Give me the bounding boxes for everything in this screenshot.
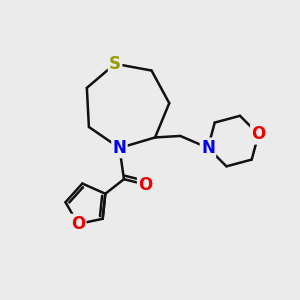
Text: N: N: [201, 139, 215, 157]
Text: S: S: [109, 55, 121, 73]
Text: N: N: [112, 139, 126, 157]
Text: O: O: [251, 125, 266, 143]
Text: O: O: [138, 176, 152, 194]
Text: O: O: [71, 215, 85, 233]
